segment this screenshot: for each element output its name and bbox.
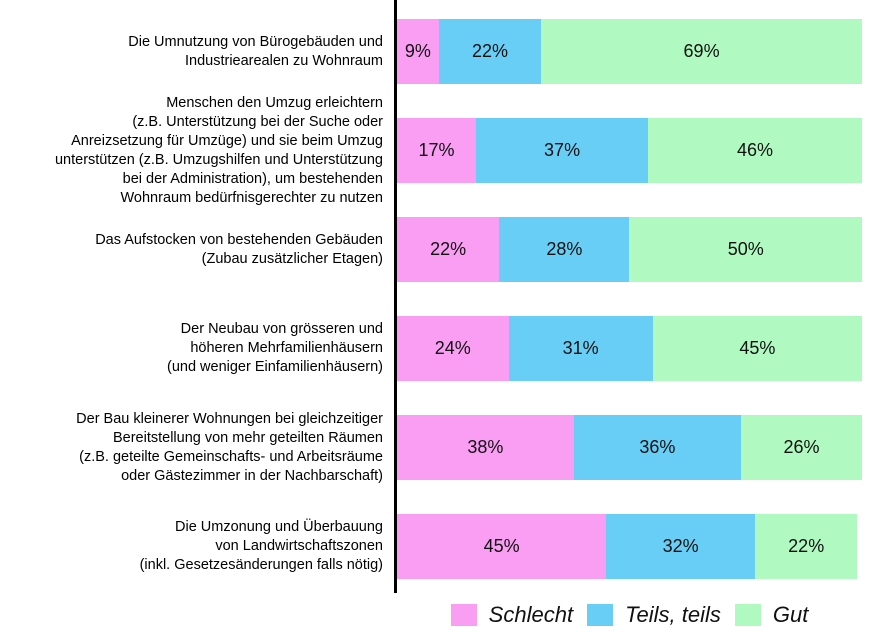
legend-label: Gut: [772, 602, 809, 627]
bar-segment-schlecht: 17%: [397, 118, 477, 183]
category-label: Die Umzonung und Überbauung von Landwirt…: [139, 519, 383, 573]
chart-row: Menschen den Umzug erleichtern (z.B. Unt…: [0, 94, 874, 206]
bar-segment-teils-teils: 32%: [606, 514, 756, 579]
segment-value-label: 22%: [430, 239, 467, 259]
bar-segment-schlecht: 24%: [397, 316, 509, 381]
segment-value-label: 36%: [639, 437, 676, 457]
segment-value-label: 26%: [783, 437, 820, 457]
bar-segment-teils-teils: 36%: [573, 415, 742, 480]
segment-value-label: 9%: [404, 41, 431, 61]
legend-label: Teils, teils: [625, 602, 721, 627]
bar-segment-schlecht: 45%: [397, 514, 607, 579]
bar-segment-gut: 50%: [629, 217, 862, 282]
segment-value-label: 38%: [467, 437, 504, 457]
segment-value-label: 69%: [683, 41, 720, 61]
legend-label: Schlecht: [488, 602, 574, 627]
bar-segment-schlecht: 38%: [397, 415, 574, 480]
legend-swatch-schlecht: [450, 604, 477, 626]
chart-row: Der Bau kleinerer Wohnungen bei gleichze…: [0, 410, 874, 484]
stacked-bar: 17% 37% 46%: [397, 118, 862, 183]
segment-value-label: 22%: [471, 41, 508, 61]
segment-value-label: 22%: [788, 536, 825, 556]
category-label: Der Neubau von grösseren und höheren Meh…: [166, 321, 383, 375]
stacked-bar: 22% 28% 50%: [397, 217, 862, 282]
segment-value-label: 28%: [546, 239, 583, 259]
category-label: Das Aufstocken von bestehenden Gebäuden …: [95, 231, 383, 267]
segment-value-label: 45%: [483, 536, 520, 556]
bar-segment-gut: 26%: [741, 415, 862, 480]
legend-swatch-gut: [734, 604, 761, 626]
bar-segment-teils-teils: 28%: [499, 217, 630, 282]
bar-segment-schlecht: 22%: [397, 217, 500, 282]
segment-value-label: 46%: [737, 140, 774, 160]
legend-item-teils-teils: Teils, teils: [587, 602, 721, 628]
segment-value-label: 50%: [727, 239, 764, 259]
bar-segment-gut: 22%: [755, 514, 858, 579]
segment-value-label: 31%: [562, 338, 599, 358]
bar-segment-gut: 69%: [541, 19, 862, 84]
bar-segment-schlecht: 9%: [397, 19, 439, 84]
stacked-bar: 24% 31% 45%: [397, 316, 862, 381]
bar-segment-teils-teils: 31%: [508, 316, 653, 381]
y-axis-line: [394, 0, 397, 593]
stacked-bar: 45% 32% 22%: [397, 514, 862, 579]
stacked-bar: 9% 22% 69%: [397, 19, 862, 84]
segment-value-label: 32%: [662, 536, 699, 556]
chart-row: Das Aufstocken von bestehenden Gebäuden …: [0, 217, 874, 282]
bar-segment-gut: 45%: [652, 316, 862, 381]
stacked-bar: 38% 36% 26%: [397, 415, 862, 480]
segment-value-label: 37%: [544, 140, 581, 160]
chart-row: Der Neubau von grösseren und höheren Meh…: [0, 316, 874, 381]
bar-segment-gut: 46%: [648, 118, 862, 183]
chart-rows: Die Umnutzung von Bürogebäuden und Indus…: [0, 19, 874, 579]
legend-swatch-teils-teils: [587, 604, 614, 626]
chart-row: Die Umnutzung von Bürogebäuden und Indus…: [0, 19, 874, 84]
segment-value-label: 24%: [434, 338, 471, 358]
segment-value-label: 45%: [739, 338, 776, 358]
chart-row: Die Umzonung und Überbauung von Landwirt…: [0, 514, 874, 579]
legend-item-schlecht: Schlecht: [450, 602, 574, 628]
legend-item-gut: Gut: [734, 602, 809, 628]
chart-legend: Schlecht Teils, teils Gut: [397, 601, 862, 629]
bar-segment-teils-teils: 22%: [438, 19, 542, 84]
segment-value-label: 17%: [418, 140, 455, 160]
bar-segment-teils-teils: 37%: [476, 118, 649, 183]
category-label: Menschen den Umzug erleichtern (z.B. Unt…: [54, 94, 383, 206]
category-label: Der Bau kleinerer Wohnungen bei gleichze…: [76, 410, 383, 484]
category-label: Die Umnutzung von Bürogebäuden und Indus…: [128, 33, 383, 69]
